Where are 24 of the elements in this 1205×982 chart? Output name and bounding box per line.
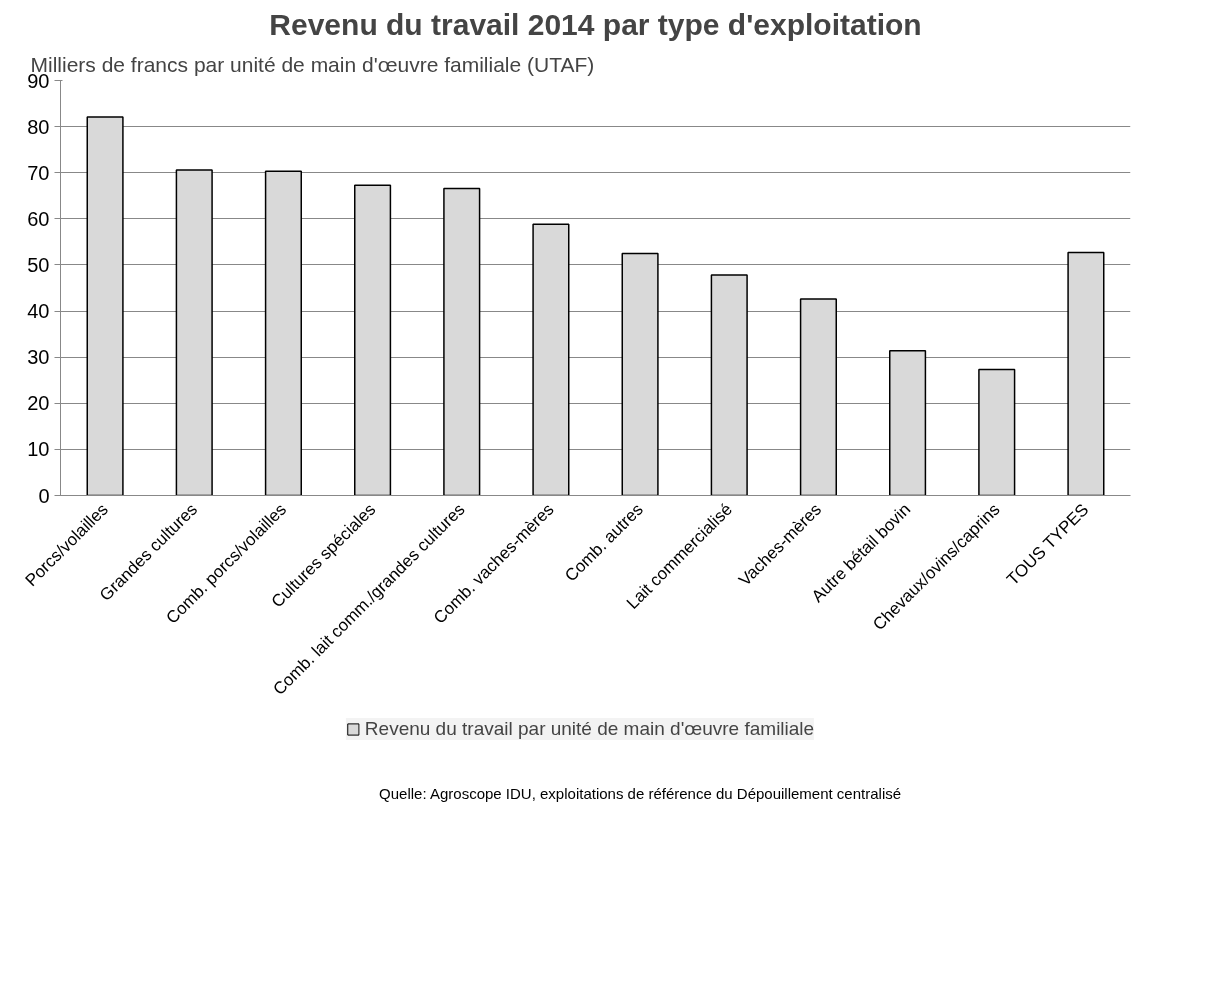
bar (621, 252, 659, 496)
bar (86, 116, 124, 496)
bar (1067, 251, 1105, 496)
chart-title: Revenu du travail 2014 par type d'exploitation (269, 7, 922, 41)
y-tick-label: 70 (27, 161, 50, 184)
bar (443, 187, 481, 496)
bar (978, 368, 1016, 496)
bar (175, 169, 213, 496)
bar (799, 298, 837, 496)
y-tick-label: 20 (27, 392, 50, 415)
y-tick-label: 50 (27, 253, 50, 276)
y-tick-label: 80 (27, 115, 50, 138)
bar (532, 223, 570, 496)
source-note: Quelle: Agroscope IDU, exploitations de référence du Dépouillement centralisé (379, 784, 902, 802)
y-tick-label: 30 (27, 346, 50, 369)
bar (710, 274, 748, 496)
y-tick-label: 0 (38, 484, 50, 507)
legend-label: Revenu du travail par unité de main d'œuvre familiale (364, 718, 815, 740)
y-tick-label: 40 (27, 300, 50, 323)
bar (889, 349, 927, 496)
y-tick-label: 10 (27, 438, 50, 461)
bar (354, 184, 392, 496)
bar (264, 170, 302, 496)
y-tick-label: 60 (27, 207, 50, 230)
